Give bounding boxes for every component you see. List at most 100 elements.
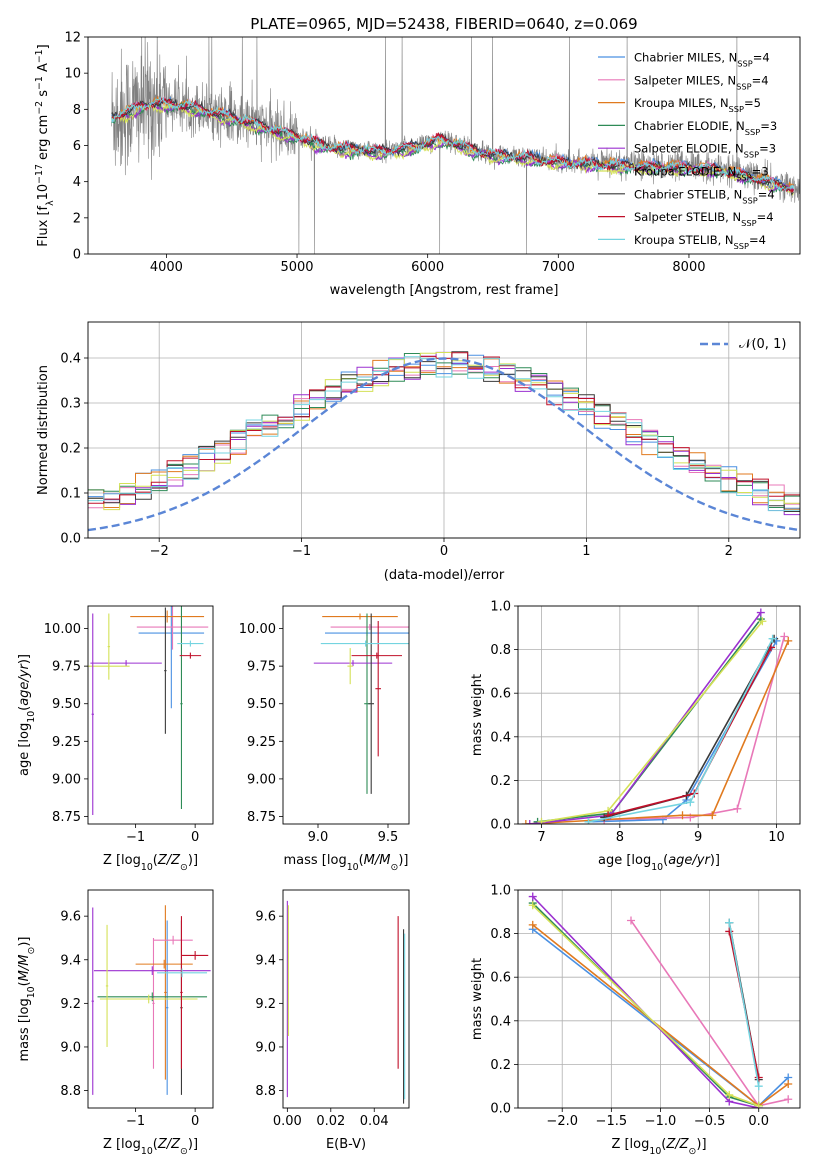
- panel-weight_vs_age: 7 8 9 10 0.0 0.2 0.4 0.6 0.8 1.0 age [log10(age/yr…: [470, 600, 801, 873]
- x-tick-label: 10: [768, 830, 785, 845]
- legend: Chabrier MILES, NSSP=4 Salpeter MILES, NS…: [598, 51, 777, 251]
- x-tick-label: −2: [150, 544, 169, 559]
- weight-marker: [780, 632, 789, 641]
- y-tick-label: 0.2: [60, 442, 81, 457]
- y-axis-label: mass weight: [470, 958, 485, 1040]
- weight-marker: [528, 901, 537, 910]
- y-tick-label: 8.75: [52, 810, 81, 825]
- panel-residuals: −2 −1 0 1 2 0.0 0.1 0.2 0.3 0.4 (data-model)/error…: [36, 321, 801, 583]
- y-tick-label: 8.8: [255, 1084, 276, 1099]
- weight-marker: [725, 927, 734, 936]
- weight-marker: [626, 916, 635, 925]
- x-tick-label: 8000: [672, 260, 705, 275]
- plot-area-mass_vs_Z: [91, 905, 211, 1095]
- weight-marker: [678, 811, 687, 820]
- histogram-step: [88, 351, 800, 512]
- y-tick-label: 9.6: [60, 910, 81, 925]
- axes-frame: [87, 321, 801, 539]
- panels: 4000 5000 6000 7000 8000024681012wavelength …: [17, 31, 801, 1157]
- weight-marker: [733, 804, 742, 813]
- axes-frame: [517, 605, 801, 825]
- y-tick-label: 0.4: [60, 352, 81, 367]
- weight-marker: [528, 892, 537, 901]
- y-tick-label: 9.0: [255, 1040, 276, 1055]
- x-tick-label: 0.04: [360, 1114, 389, 1129]
- plot-area-weight_vs_Z: [528, 892, 793, 1108]
- y-tick-label: 10.00: [239, 622, 276, 637]
- y-tick-label: 9.75: [247, 660, 276, 675]
- y-tick-label: 9.00: [52, 772, 81, 787]
- y-tick-label: 0: [73, 248, 81, 263]
- plot-area-age_vs_mass: [313, 613, 409, 794]
- weight-marker: [584, 817, 593, 824]
- y-tick-label: 9.0: [60, 1040, 81, 1055]
- y-tick-label: 8.8: [60, 1084, 81, 1099]
- y-tick-label: 0.4: [490, 1014, 511, 1029]
- plot-area-spectrum: [111, 37, 800, 254]
- x-tick-label: 1: [582, 544, 590, 559]
- x-axis-label: Z [log10(Z/Z⊙)]: [611, 1137, 706, 1157]
- weight-marker: [725, 1090, 734, 1099]
- weight-line: [525, 640, 790, 824]
- figure-title: PLATE=0965, MJD=52438, FIBERID=0640, z=0…: [250, 15, 637, 33]
- y-tick-label: 12: [64, 31, 81, 46]
- x-tick-label: 9.5: [378, 830, 399, 845]
- weight-line: [541, 620, 764, 823]
- y-tick-label: 8.75: [247, 810, 276, 825]
- axes-frame: [282, 605, 410, 825]
- y-tick-label: 9.4: [60, 953, 81, 968]
- weight-marker: [756, 608, 765, 617]
- weight-marker: [754, 1101, 763, 1108]
- y-tick-label: 9.00: [247, 772, 276, 787]
- y-tick-label: 4: [73, 175, 81, 190]
- x-tick-label: 0: [191, 1114, 199, 1129]
- y-tick-label: 0.6: [490, 687, 511, 702]
- y-tick-label: 10.00: [44, 622, 81, 637]
- x-axis-label: (data-model)/error: [384, 568, 505, 583]
- y-tick-label: 8: [73, 103, 81, 118]
- histogram-step: [88, 356, 800, 512]
- panel-mass_vs_Z: −1 0 8.8 9.0 9.2 9.4 9.6 Z [log10(Z/Z⊙)] mass [l…: [17, 889, 214, 1157]
- legend-entry: Kroupa MILES, NSSP=5: [634, 96, 761, 114]
- legend-entry: Salpeter ELODIE, NSSP=3: [634, 142, 776, 160]
- x-tick-label: −1: [292, 544, 311, 559]
- y-tick-label: 0.1: [60, 487, 81, 502]
- x-axis-label: Z [log10(Z/Z⊙)]: [103, 1137, 198, 1157]
- y-tick-label: 0.4: [490, 730, 511, 745]
- y-tick-label: 9.25: [247, 735, 276, 750]
- weight-marker: [525, 820, 534, 824]
- histogram-step: [88, 354, 800, 509]
- legend-entry: Salpeter STELIB, NSSP=4: [634, 210, 774, 228]
- weight-marker: [537, 817, 546, 824]
- weight-line: [529, 612, 762, 824]
- x-axis-label: E(B-V): [326, 1137, 366, 1152]
- model-spectrum: [111, 96, 794, 191]
- x-tick-label: −1.5: [596, 1114, 628, 1129]
- legend-entry: Chabrier ELODIE, NSSP=3: [634, 119, 777, 137]
- weight-line: [532, 904, 759, 1107]
- y-tick-label: 9.2: [255, 997, 276, 1012]
- weight-line: [532, 895, 759, 1108]
- plot-area-age_vs_Z: [88, 606, 209, 815]
- weight-marker: [708, 811, 717, 820]
- plot-area-residuals: [88, 351, 800, 532]
- y-tick-label: 0.8: [490, 927, 511, 942]
- weight-marker: [784, 636, 793, 645]
- legend: 𝒩(0, 1): [700, 337, 786, 352]
- y-tick-label: 0.2: [490, 774, 511, 789]
- legend-entry: Salpeter MILES, NSSP=4: [634, 73, 769, 91]
- plot-area-mass_vs_ebv: [286, 900, 406, 1104]
- x-tick-label: −1: [126, 830, 145, 845]
- weight-marker: [521, 820, 530, 824]
- weight-marker: [768, 634, 777, 643]
- x-tick-label: −1: [126, 1114, 145, 1129]
- weight-marker: [784, 1080, 793, 1089]
- legend-entry: Kroupa STELIB, NSSP=4: [634, 233, 766, 251]
- x-tick-label: 6000: [411, 260, 444, 275]
- legend-entry: Chabrier MILES, NSSP=4: [634, 51, 770, 69]
- x-tick-label: 2: [725, 544, 733, 559]
- y-tick-label: 2: [73, 211, 81, 226]
- x-tick-label: 0: [440, 544, 448, 559]
- y-axis-label: mass weight: [470, 674, 485, 756]
- axes-frame: [87, 36, 801, 255]
